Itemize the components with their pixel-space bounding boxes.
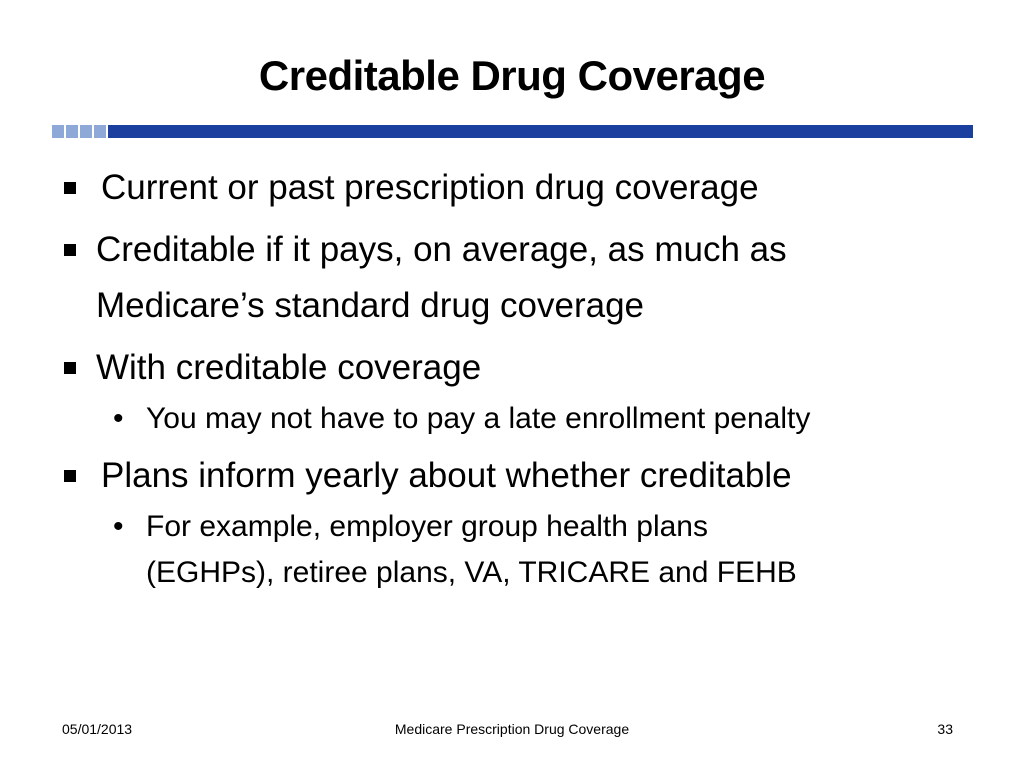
footer-date: 05/01/2013: [62, 721, 133, 737]
square-bullet-icon: [64, 244, 76, 256]
sub-bullet-text: You may not have to pay a late enrollmen…: [146, 402, 811, 435]
bullet-item: With creditable coverage: [62, 340, 982, 396]
bullet-text: Current or past prescription drug covera…: [101, 168, 759, 207]
bullet-item: Plans inform yearly about whether credit…: [62, 448, 982, 504]
bullet-item: Current or past prescription drug covera…: [62, 160, 982, 216]
bullet-item: Creditable if it pays, on average, as mu…: [62, 222, 982, 334]
square-bullet-icon: [64, 182, 76, 194]
bullet-text: Plans inform yearly about whether credit…: [101, 456, 792, 495]
slide-title: Creditable Drug Coverage: [258, 52, 766, 99]
slide-number: 33: [937, 721, 953, 737]
dot-bullet-icon: •: [113, 510, 124, 543]
square-bullet-icon: [64, 362, 76, 374]
sub-bullet-text: For example, employer group health plans: [146, 510, 708, 543]
divider-segment: [52, 125, 64, 138]
sub-bullet-text: (EGHPs), retiree plans, VA, TRICARE and …: [146, 556, 797, 589]
title-divider: [52, 125, 973, 138]
footer-title: Medicare Prescription Drug Coverage: [394, 721, 630, 737]
divider-segment: [66, 125, 78, 138]
sub-bullet-item: • You may not have to pay a late enrollm…: [62, 396, 982, 442]
bullet-text: With creditable coverage: [96, 348, 482, 387]
square-bullet-icon: [64, 470, 76, 482]
dot-bullet-icon: •: [113, 402, 124, 435]
sub-bullet-item: • For example, employer group health pla…: [62, 504, 982, 550]
bullet-text-continued: Medicare’s standard drug coverage: [96, 286, 645, 325]
bullet-text: Creditable if it pays, on average, as mu…: [96, 230, 787, 269]
divider-segment: [80, 125, 92, 138]
sub-bullet-item-continued: (EGHPs), retiree plans, VA, TRICARE and …: [62, 550, 982, 596]
divider-segment: [94, 125, 106, 138]
bullet-list: Current or past prescription drug covera…: [62, 160, 982, 596]
divider-bar: [108, 125, 973, 138]
